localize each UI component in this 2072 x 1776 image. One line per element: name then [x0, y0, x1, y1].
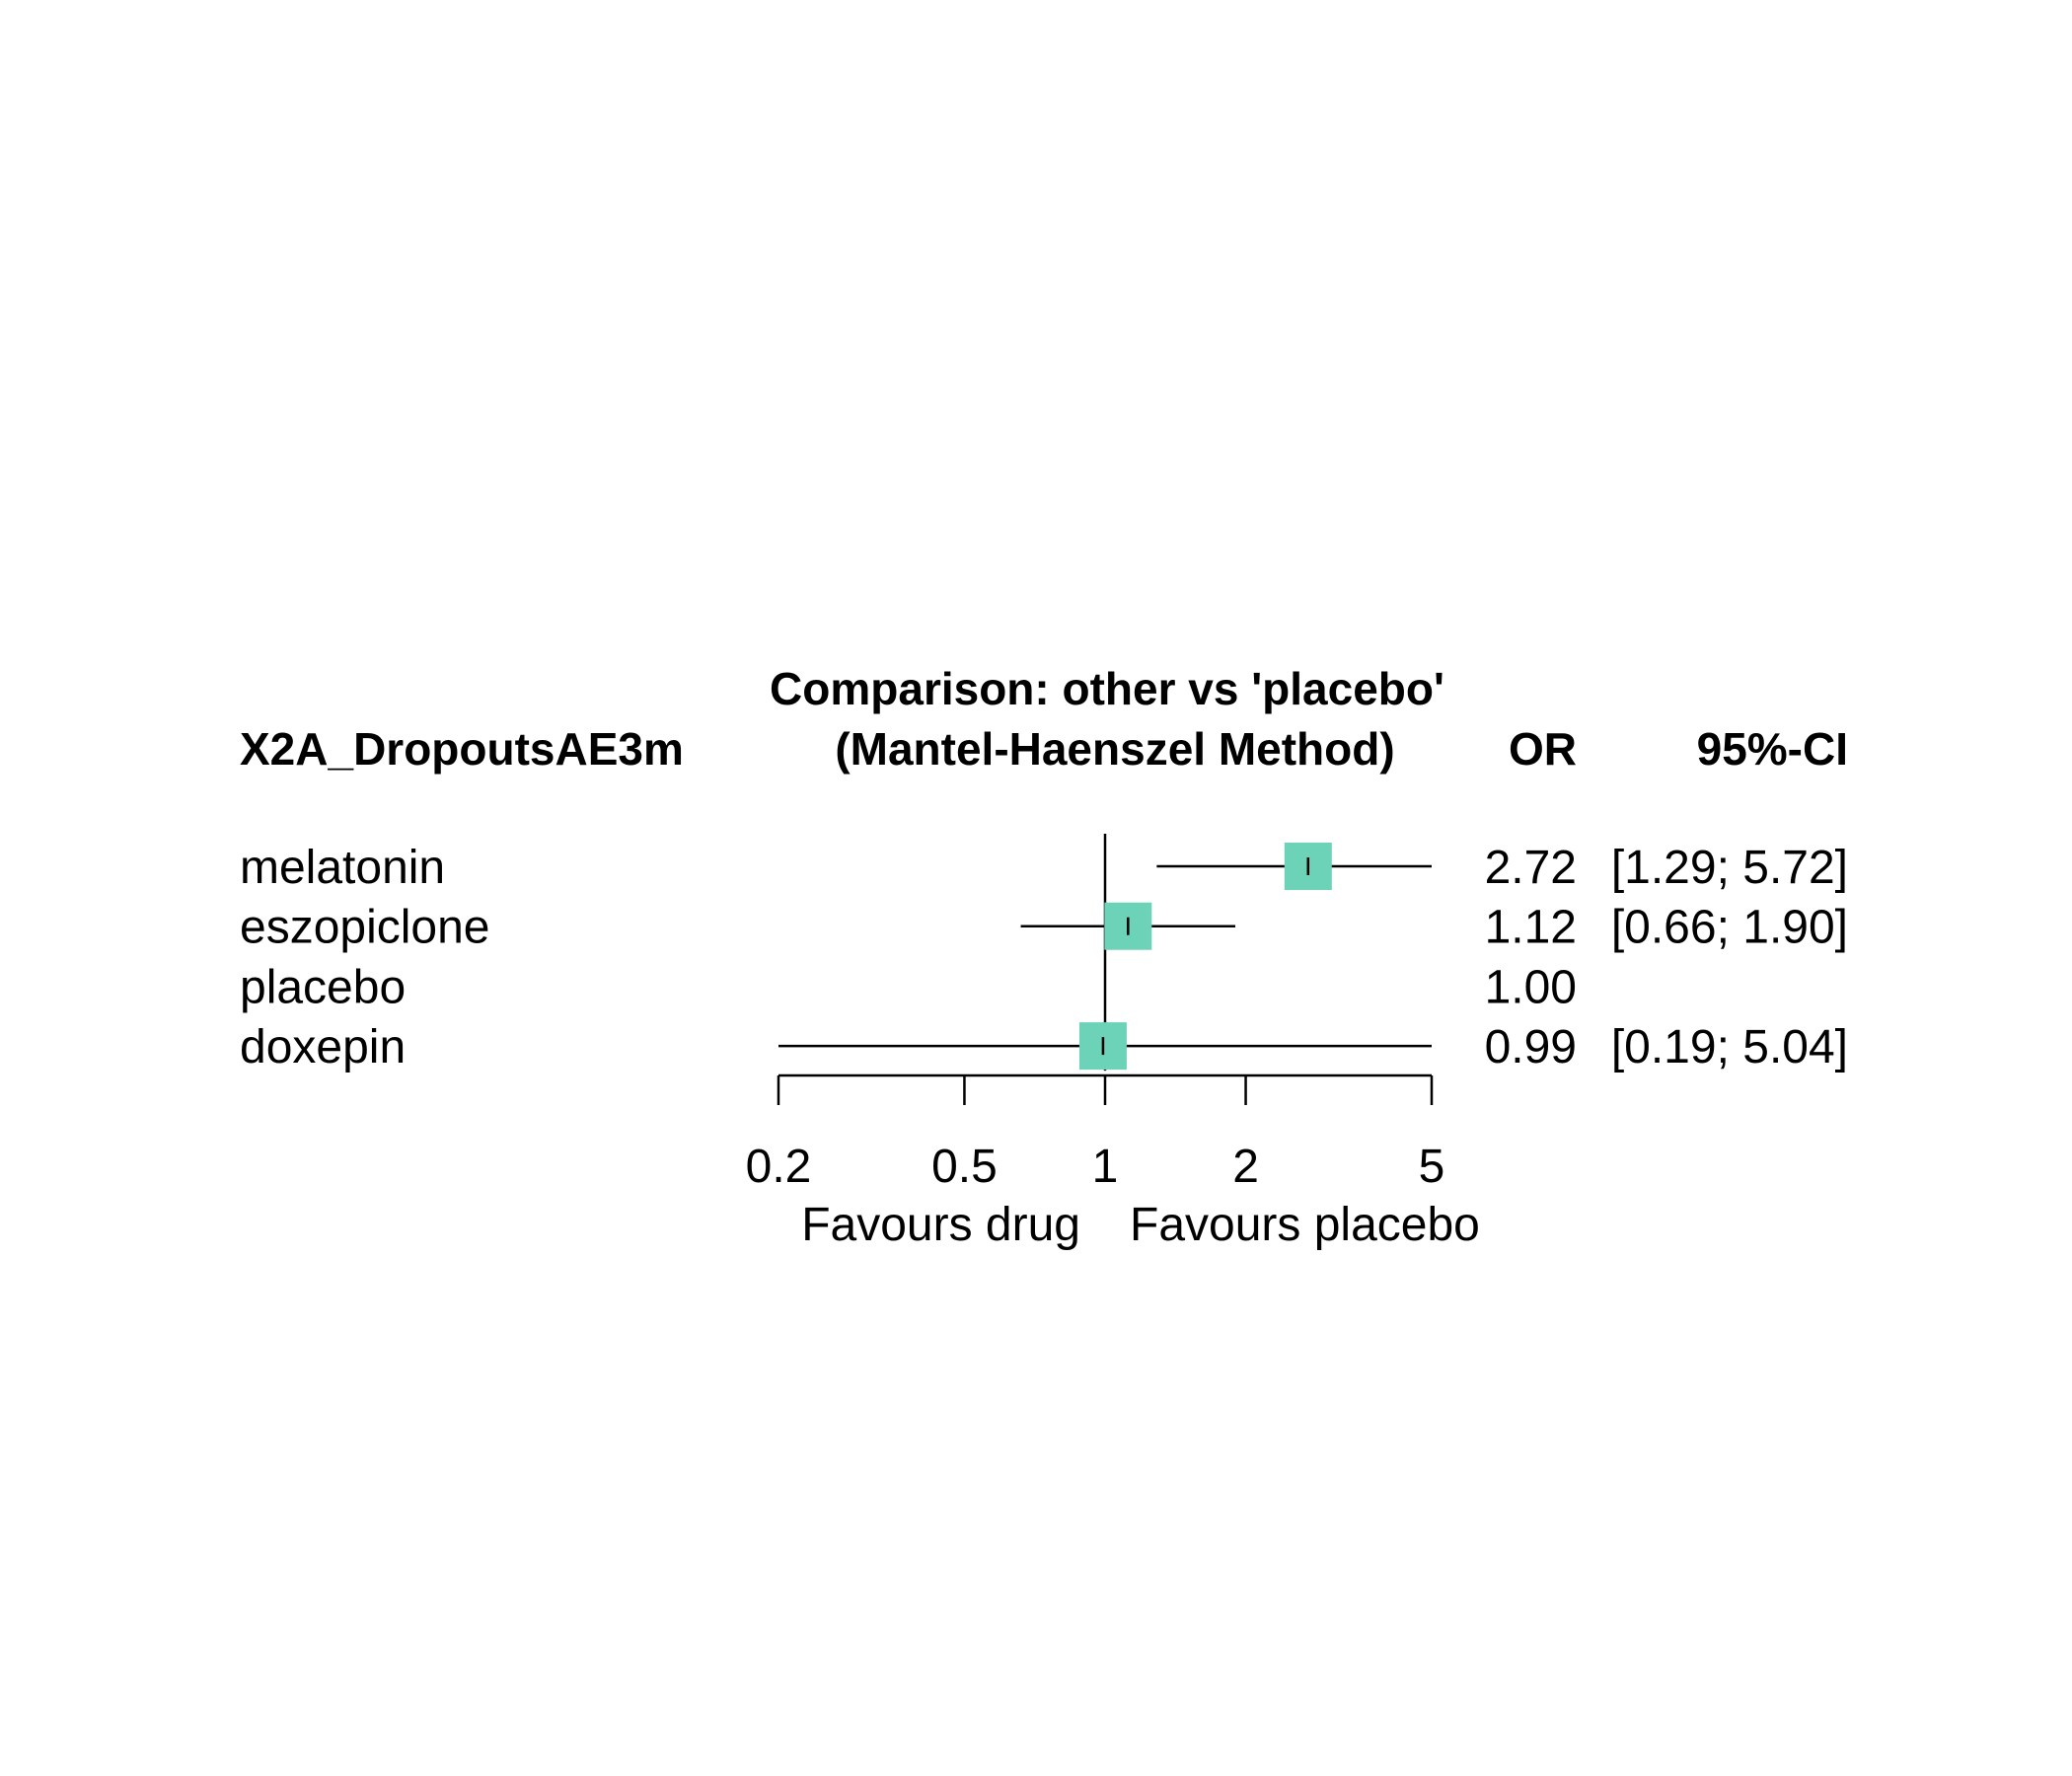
or-value: 2.72 [1485, 842, 1577, 894]
favours-left-label: Favours drug [801, 1199, 1080, 1251]
ci-value: [0.19; 5.04] [1611, 1021, 1848, 1073]
study-rows: melatonin 2.72 [1.29; 5.72] eszopiclone 1.12… [240, 834, 1848, 1073]
study-row-doxepin: doxepin 0.99 [0.19; 5.04] [240, 1021, 1848, 1073]
row-label: eszopiclone [240, 902, 490, 954]
x-tick-label: 0.2 [746, 1141, 812, 1193]
row-label: melatonin [240, 842, 445, 894]
ci-value: [0.66; 1.90] [1611, 902, 1848, 954]
x-tick-label: 5 [1419, 1141, 1445, 1193]
x-tick-label: 0.5 [931, 1141, 998, 1193]
study-row-placebo: placebo 1.00 [240, 961, 1577, 1013]
x-axis: 0.2 0.5 1 2 5 [746, 1073, 1445, 1193]
outcome-label: X2A_DropoutsAE3m [240, 723, 684, 775]
ci-column-header: 95%-CI [1697, 723, 1848, 775]
ci-value: [1.29; 5.72] [1611, 842, 1848, 894]
or-value: 1.12 [1485, 902, 1577, 954]
or-value: 0.99 [1485, 1021, 1577, 1073]
study-row-melatonin: melatonin 2.72 [1.29; 5.72] [240, 842, 1848, 894]
row-label: placebo [240, 961, 406, 1013]
x-tick-label: 1 [1092, 1141, 1119, 1193]
x-tick-label: 2 [1232, 1141, 1259, 1193]
study-row-eszopiclone: eszopiclone 1.12 [0.66; 1.90] [240, 902, 1848, 954]
chart-title-line2: (Mantel-Haenszel Method) [835, 723, 1394, 775]
row-label: doxepin [240, 1021, 406, 1073]
or-value: 1.00 [1485, 961, 1577, 1013]
chart-title-line1: Comparison: other vs 'placebo' [770, 663, 1444, 714]
favours-right-label: Favours placebo [1130, 1199, 1480, 1251]
or-column-header: OR [1509, 723, 1577, 775]
